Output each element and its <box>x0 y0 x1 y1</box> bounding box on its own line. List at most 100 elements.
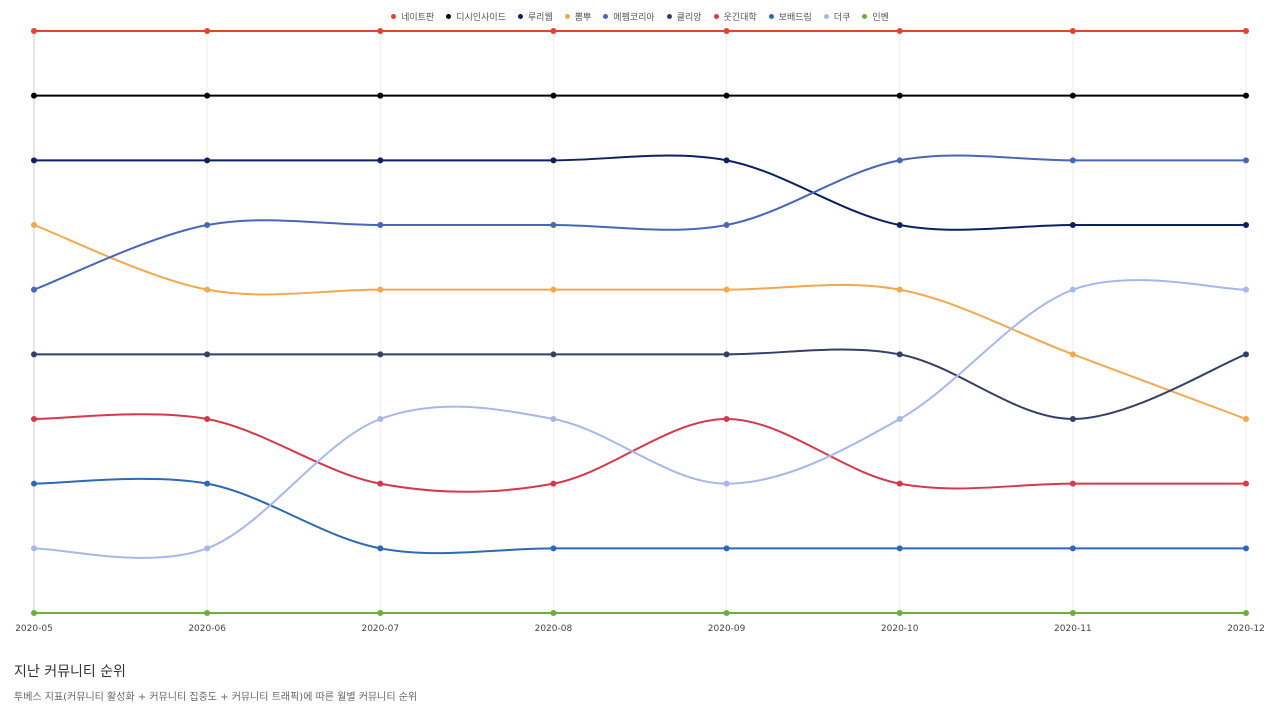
data-point <box>377 351 384 358</box>
data-point <box>204 92 211 99</box>
data-point <box>1243 480 1249 487</box>
data-point <box>1243 286 1249 293</box>
x-tick-label: 2020-09 <box>708 624 746 634</box>
data-point <box>896 351 903 358</box>
data-point <box>723 286 730 293</box>
data-point <box>723 222 730 228</box>
data-point <box>204 157 211 164</box>
data-point <box>1243 545 1249 552</box>
data-point <box>723 28 730 34</box>
x-tick-label: 2020-11 <box>1054 624 1092 634</box>
data-point <box>896 286 903 293</box>
data-point <box>1243 28 1249 34</box>
data-point <box>1069 157 1076 164</box>
data-point <box>204 351 211 358</box>
legend-label: 네이트판 <box>401 13 435 23</box>
data-point <box>550 157 557 164</box>
legend-label: 디시인사이드 <box>456 13 506 23</box>
data-point <box>1069 480 1076 487</box>
legend-label: 웃긴대학 <box>723 13 757 23</box>
legend-item[interactable]: 루리웹 <box>517 10 553 23</box>
legend-item[interactable]: 웃긴대학 <box>713 10 757 23</box>
legend-label: 뽐뿌 <box>574 13 592 23</box>
data-point <box>1069 286 1076 293</box>
data-point <box>1069 222 1076 228</box>
data-point <box>896 416 903 422</box>
data-point <box>1243 610 1249 616</box>
legend-marker <box>391 14 397 19</box>
data-point <box>723 480 730 487</box>
data-point <box>723 351 730 358</box>
legend-item[interactable]: 클리앙 <box>666 10 702 23</box>
data-point <box>204 480 211 487</box>
data-point <box>896 545 903 552</box>
data-point <box>1243 222 1249 228</box>
data-point <box>1069 92 1076 99</box>
legend-item[interactable]: 더쿠 <box>823 10 851 23</box>
data-point <box>896 157 903 164</box>
legend-label: 더쿠 <box>833 13 851 23</box>
legend-marker <box>768 14 774 19</box>
data-point <box>896 92 903 99</box>
legend-marker <box>517 14 523 19</box>
data-point <box>550 545 557 552</box>
data-point <box>31 416 37 422</box>
data-point <box>377 610 384 616</box>
legend-label: 클리앙 <box>676 13 702 23</box>
data-point <box>896 222 903 228</box>
data-point <box>377 416 384 422</box>
legend-item[interactable]: 인벤 <box>862 10 889 23</box>
data-point <box>31 92 37 99</box>
legend-item[interactable]: 보배드림 <box>768 10 812 23</box>
legend-marker <box>603 14 609 19</box>
data-point <box>31 286 37 293</box>
legend-marker <box>823 14 829 19</box>
legend-item[interactable]: 뽐뿌 <box>564 10 592 23</box>
legend: 네이트판 디시인사이드 루리웹 뽐뿌 에펨코리아 클리앙 웃긴대학 보배드림 더쿠 인벤 <box>0 10 1280 23</box>
series-line <box>34 348 1247 421</box>
data-point <box>1069 610 1076 616</box>
data-point <box>31 222 37 228</box>
data-point <box>204 610 211 616</box>
x-tick-label: 2020-08 <box>535 624 573 634</box>
x-tick-label: 2020-12 <box>1227 624 1265 634</box>
data-point <box>204 545 211 552</box>
data-point <box>377 157 384 164</box>
data-point <box>377 28 384 34</box>
data-point <box>377 92 384 99</box>
data-point <box>377 480 384 487</box>
data-point <box>896 28 903 34</box>
legend-label: 에펨코리아 <box>613 13 655 23</box>
data-point <box>723 416 730 422</box>
series-line <box>34 154 1246 231</box>
series-line <box>33 224 1247 420</box>
data-point <box>896 480 903 487</box>
data-point <box>31 545 37 552</box>
data-point <box>550 416 557 422</box>
data-point <box>204 416 211 422</box>
data-point <box>31 351 37 358</box>
data-point <box>1243 351 1249 358</box>
series-line <box>33 413 1246 493</box>
legend-marker <box>862 14 868 19</box>
data-point <box>204 286 211 293</box>
data-point <box>1243 416 1249 422</box>
data-point <box>550 92 557 99</box>
legend-label: 보배드림 <box>778 13 812 23</box>
legend-item[interactable]: 에펨코리아 <box>603 10 655 23</box>
legend-item[interactable]: 네이트판 <box>391 10 434 23</box>
data-point <box>723 92 730 99</box>
data-point <box>723 610 730 616</box>
data-point <box>1069 545 1076 552</box>
data-point <box>1069 351 1076 358</box>
legend-item[interactable]: 디시인사이드 <box>446 10 506 23</box>
legend-marker <box>713 14 719 19</box>
series-line <box>33 279 1247 559</box>
data-point <box>896 610 903 616</box>
series-line <box>33 477 1246 555</box>
data-point <box>31 610 37 616</box>
data-point <box>31 157 37 164</box>
data-point <box>377 222 384 228</box>
data-point <box>377 545 384 552</box>
